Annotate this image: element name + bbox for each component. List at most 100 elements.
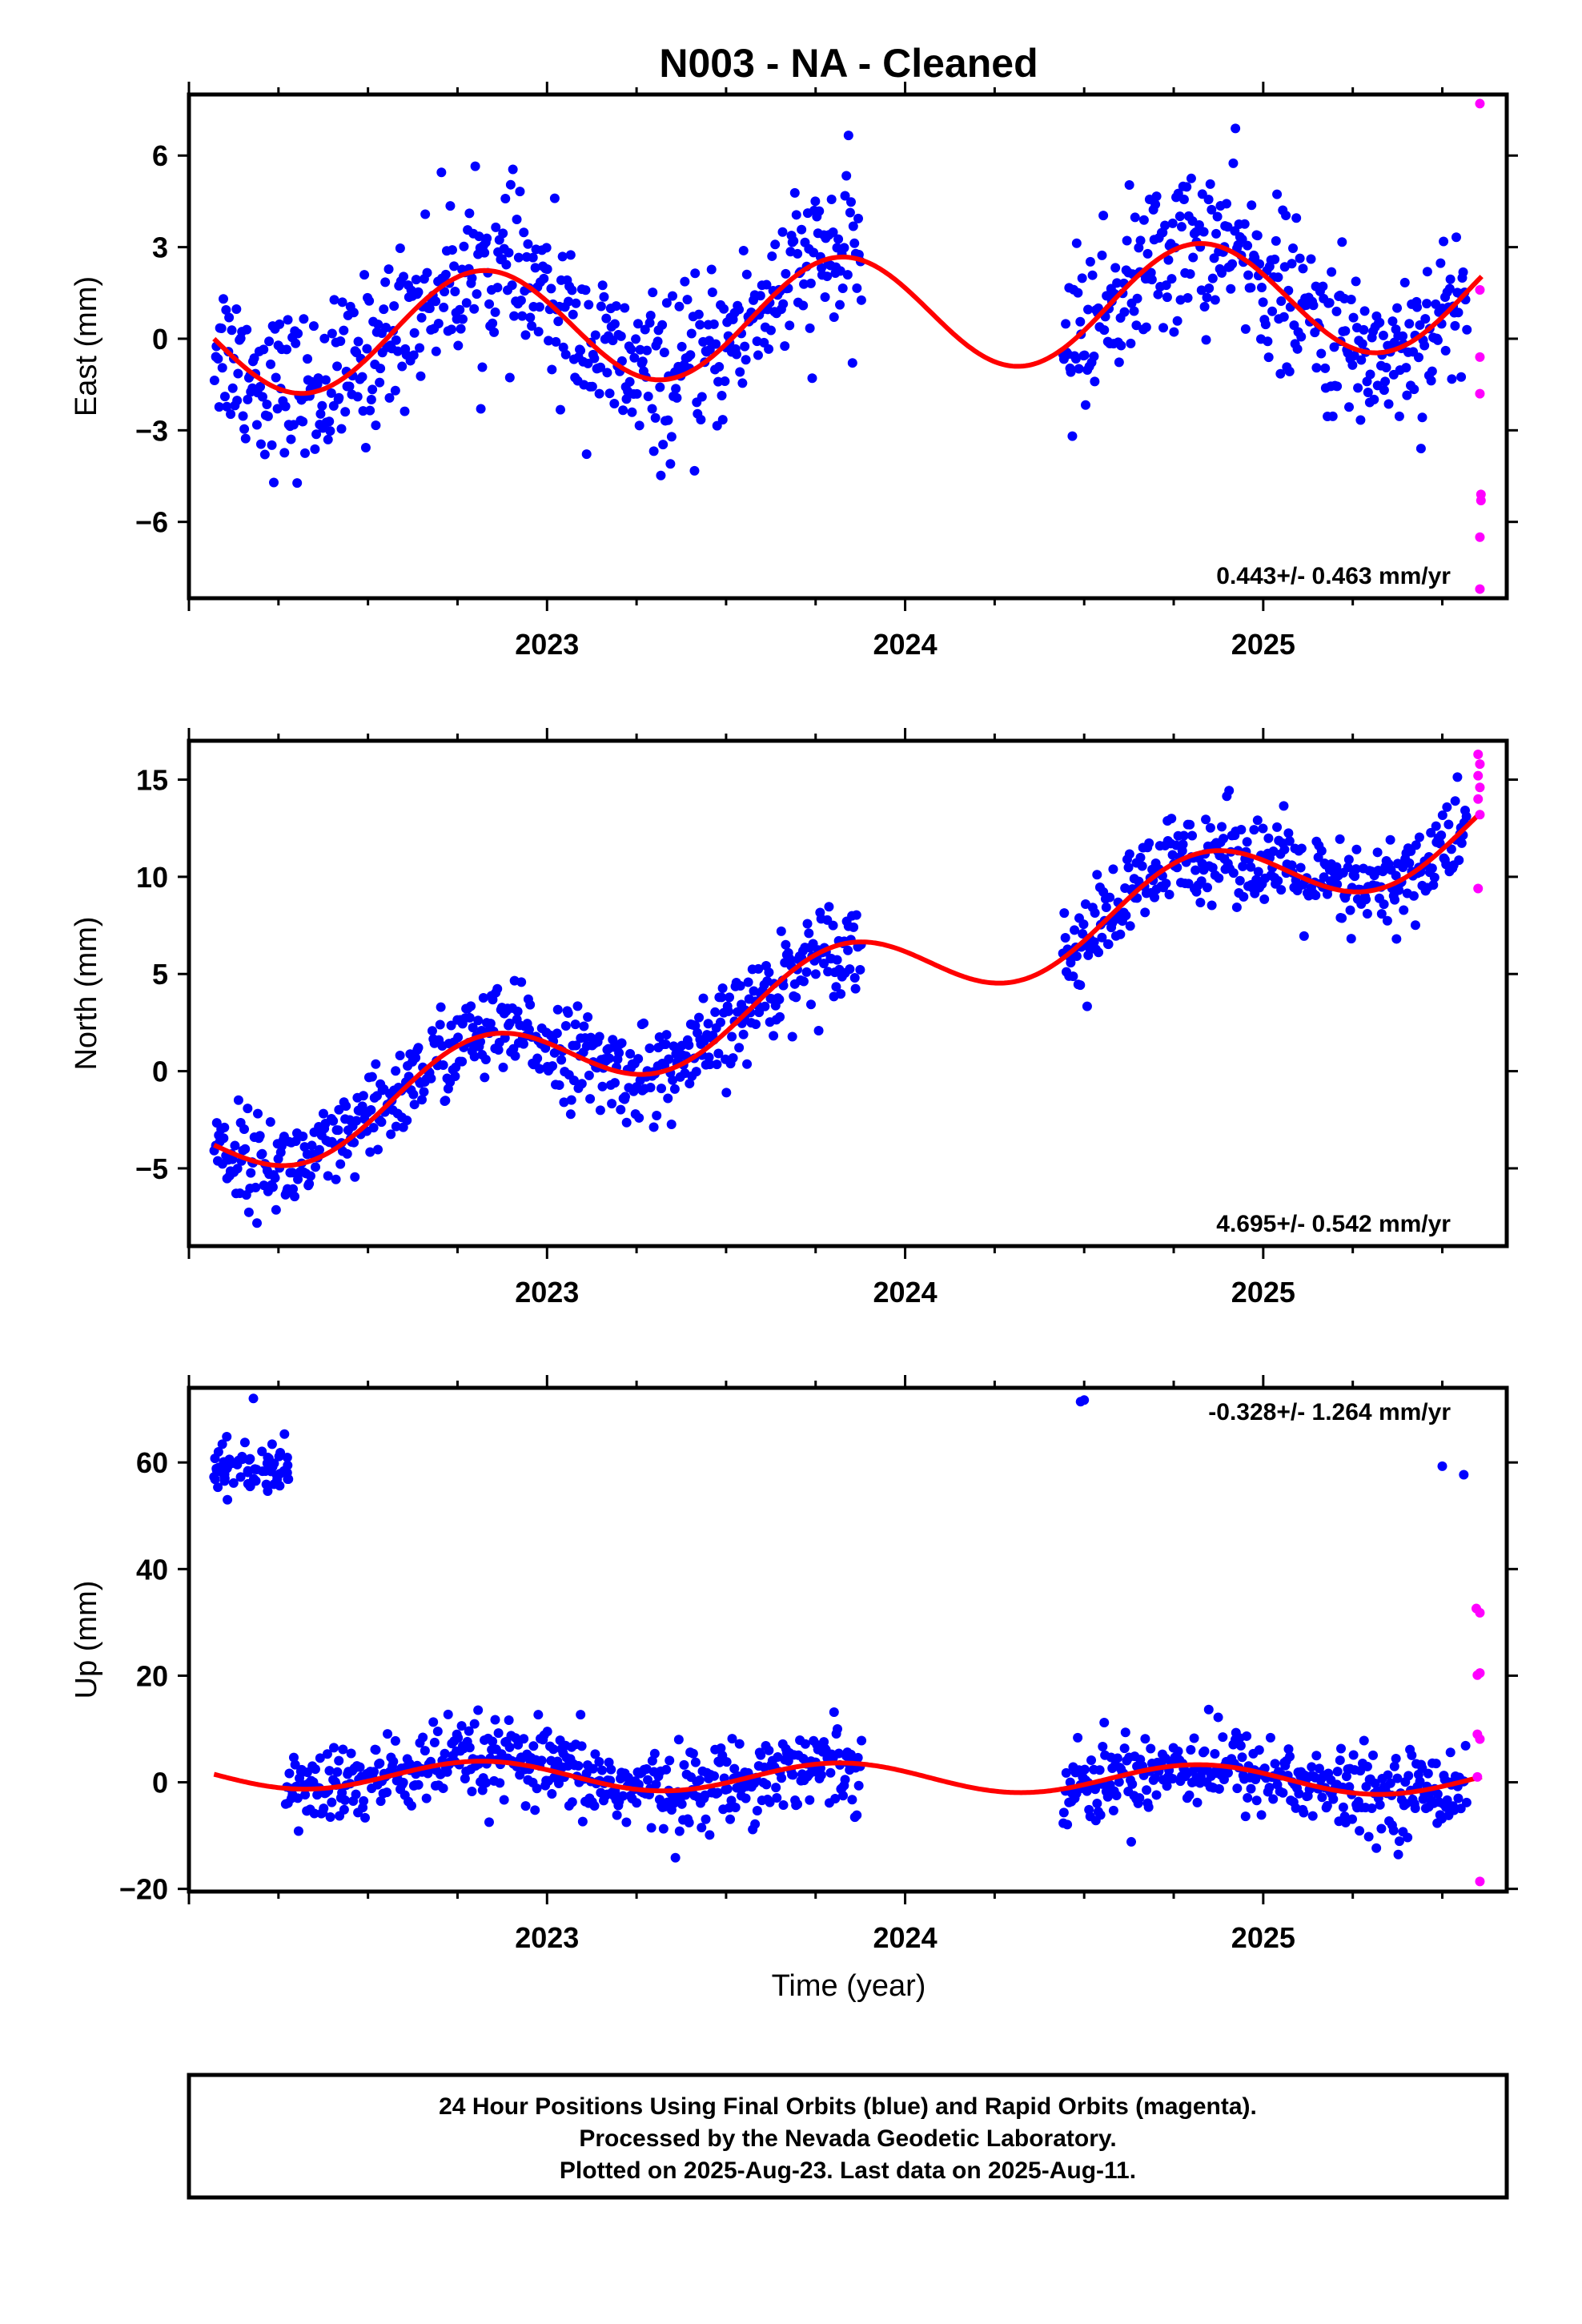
final-orbit-point (1276, 296, 1287, 307)
x-axis-label: Time (year) (772, 1969, 926, 2003)
final-orbit-point (565, 250, 576, 260)
final-orbit-point (1385, 834, 1395, 845)
final-orbit-point (649, 1748, 660, 1759)
final-orbit-point (443, 1709, 453, 1719)
final-orbit-point (1348, 1750, 1359, 1760)
final-orbit-point (324, 416, 335, 427)
final-orbit-point (291, 1136, 301, 1147)
final-orbit-point (1263, 833, 1274, 843)
final-orbit-point (360, 1812, 371, 1823)
final-orbit-point (1426, 827, 1436, 838)
final-orbit-point (464, 1012, 475, 1023)
final-orbit-point (1143, 1802, 1154, 1812)
final-orbit-point (853, 1752, 863, 1763)
final-orbit-point (223, 1494, 233, 1505)
final-orbit-point (767, 251, 777, 261)
final-orbit-point (681, 1790, 691, 1800)
final-orbit-point (1362, 909, 1372, 919)
final-orbit-point (778, 299, 789, 309)
final-orbit-point (797, 224, 807, 235)
final-orbit-point (299, 314, 309, 324)
final-orbit-point (631, 334, 641, 344)
final-orbit-point (1090, 1784, 1100, 1795)
final-orbit-point (335, 336, 346, 346)
final-orbit-point (492, 983, 503, 994)
final-orbit-point (1283, 1744, 1294, 1755)
final-orbit-point (833, 234, 844, 244)
final-orbit-point (1239, 219, 1250, 229)
rapid-orbit-point (1476, 496, 1486, 506)
final-orbit-point (267, 1182, 278, 1192)
final-orbit-point (527, 320, 537, 331)
final-orbit-point (1383, 399, 1394, 409)
final-orbit-point (533, 327, 544, 337)
final-orbit-point (1343, 854, 1354, 865)
final-orbit-point (713, 1787, 723, 1798)
final-orbit-point (639, 1018, 649, 1028)
final-orbit-point (691, 1067, 701, 1077)
final-orbit-point (440, 269, 451, 279)
final-orbit-point (1332, 381, 1343, 392)
model-fit-line (213, 1759, 1483, 1797)
final-orbit-point (697, 392, 707, 402)
final-orbit-point (1223, 222, 1233, 232)
final-orbit-point (1078, 919, 1089, 930)
final-orbit-point (231, 304, 242, 315)
final-orbit-point (1296, 332, 1307, 342)
final-orbit-point (1306, 254, 1316, 264)
final-orbit-point (775, 1011, 785, 1022)
final-orbit-point (214, 402, 224, 412)
final-orbit-point (1345, 905, 1355, 915)
final-orbit-point (640, 324, 650, 335)
final-orbit-point (643, 392, 653, 402)
final-orbit-point (1332, 1767, 1343, 1777)
final-orbit-point (1387, 316, 1398, 327)
final-orbit-point (366, 394, 376, 404)
final-orbit-point (1119, 1743, 1130, 1754)
final-orbit-point (606, 1764, 616, 1775)
final-orbit-point (415, 343, 425, 353)
final-orbit-point (265, 1117, 275, 1128)
final-orbit-point (1120, 1727, 1130, 1738)
final-orbit-point (680, 276, 690, 287)
final-orbit-point (1431, 1759, 1441, 1769)
x-tick-label: 2025 (1231, 1276, 1295, 1309)
footer-box: 24 Hour Positions Using Final Orbits (bl… (187, 2073, 1509, 2200)
final-orbit-point (1355, 415, 1366, 425)
final-orbit-point (280, 401, 291, 412)
final-orbit-point (780, 341, 790, 352)
final-orbit-point (835, 300, 845, 310)
final-orbit-point (629, 352, 640, 363)
final-orbit-point (266, 359, 276, 369)
final-orbit-point (327, 1797, 337, 1807)
final-orbit-point (1135, 852, 1146, 862)
y-tick-label: 6 (152, 139, 168, 172)
final-orbit-point (447, 245, 457, 255)
final-orbit-point (1151, 191, 1162, 202)
final-orbit-point (1391, 870, 1401, 881)
final-orbit-point (1346, 934, 1356, 944)
final-orbit-point (308, 321, 319, 332)
final-orbit-point (595, 1105, 605, 1116)
final-orbit-point (1453, 1793, 1464, 1803)
final-orbit-point (1079, 1395, 1090, 1405)
final-orbit-point (439, 302, 449, 312)
final-orbit-point (1458, 267, 1468, 277)
final-orbit-point (1070, 353, 1081, 364)
final-orbit-point (805, 1795, 815, 1805)
final-orbit-point (1235, 1740, 1246, 1751)
final-orbit-point (1427, 863, 1437, 874)
final-orbit-point (1350, 871, 1360, 882)
final-orbit-point (262, 399, 272, 409)
rapid-orbit-point (1475, 532, 1485, 542)
final-orbit-point (633, 1054, 644, 1064)
final-orbit-point (577, 1816, 588, 1827)
final-orbit-point (688, 1748, 698, 1759)
y-tick-label: 20 (136, 1659, 168, 1692)
final-orbit-point (1246, 1783, 1256, 1794)
final-orbit-point (632, 319, 643, 329)
final-orbit-point (1431, 821, 1441, 831)
final-orbit-point (1402, 390, 1412, 400)
final-orbit-point (1249, 825, 1259, 835)
final-orbit-point (1452, 772, 1463, 782)
